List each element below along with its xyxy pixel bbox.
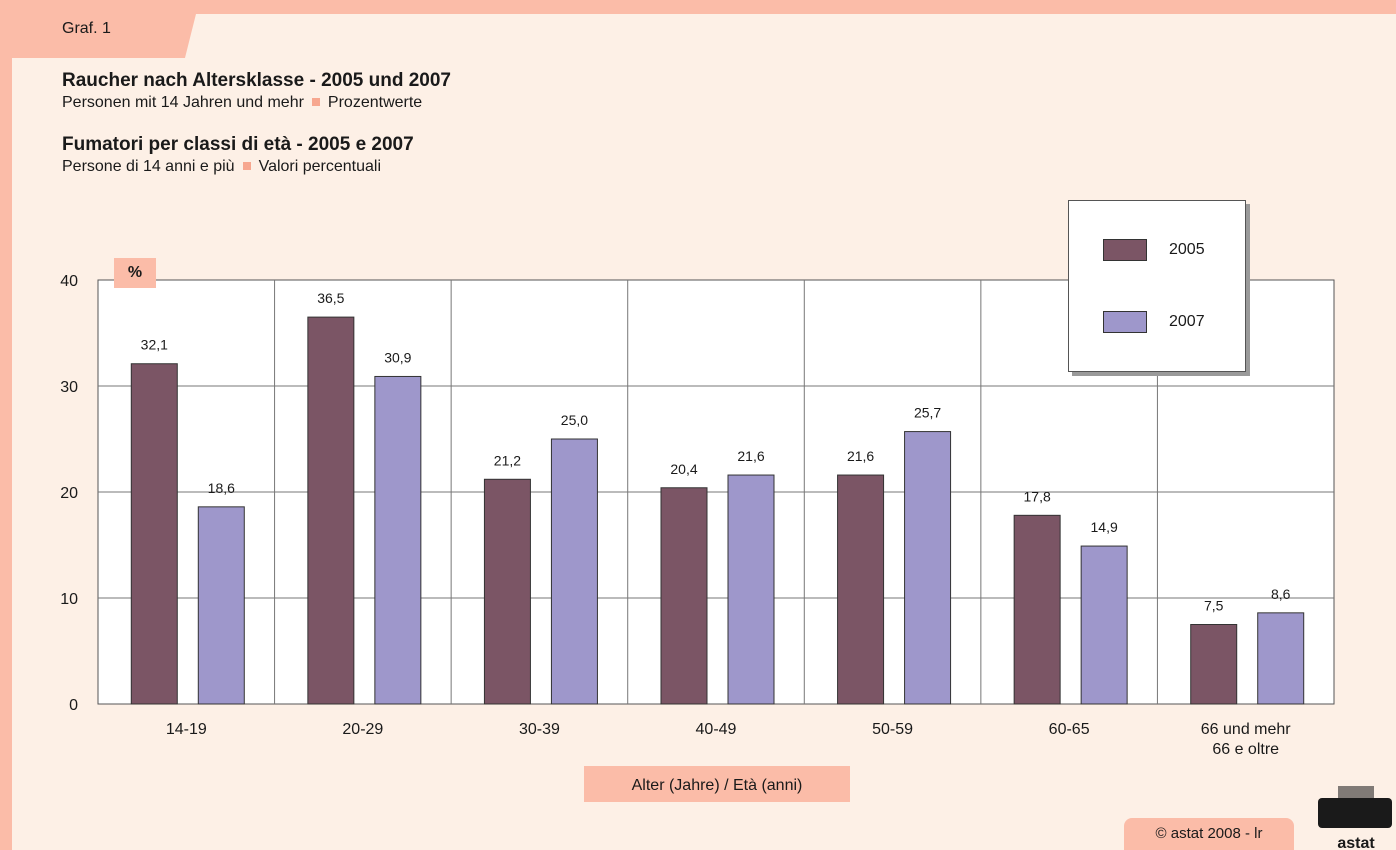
copyright-notice: © astat 2008 - lr (1124, 818, 1294, 850)
title-block: Raucher nach Altersklasse - 2005 und 200… (62, 70, 451, 176)
data-label-2007: 30,9 (384, 349, 411, 365)
data-label-2005: 36,5 (317, 290, 344, 306)
astat-logo-text: astat (1337, 835, 1375, 850)
figure-tab-label: Graf. 1 (62, 20, 111, 37)
subtitle-italian-population: Persone di 14 anni e più (62, 158, 235, 175)
figure-tab: Graf. 1 (12, 14, 196, 58)
data-label-2007: 25,0 (561, 412, 588, 428)
subtitle-german: Personen mit 14 Jahren und mehr Prozentwe… (62, 94, 451, 112)
data-label-2005: 7,5 (1204, 598, 1224, 614)
legend-item-2007: 2007 (1103, 311, 1205, 333)
bar-2007 (197, 506, 245, 705)
bar-2005 (130, 363, 178, 705)
x-tick-label: 14-19 (166, 721, 207, 738)
data-label-2007: 8,6 (1271, 586, 1291, 602)
separator-square-icon (311, 97, 320, 106)
bar-2005 (1013, 514, 1061, 705)
separator-square-icon (242, 161, 251, 170)
bar-2007 (550, 438, 598, 705)
data-label-2007: 25,7 (914, 405, 941, 421)
bar-2007 (1257, 612, 1305, 705)
y-tick-label: 40 (60, 273, 78, 290)
bar-2005 (660, 487, 708, 705)
x-tick-label: 66 und mehr (1201, 721, 1292, 738)
title-german: Raucher nach Altersklasse - 2005 und 200… (62, 70, 451, 91)
legend-item-2005: 2005 (1103, 239, 1205, 261)
bar-2007 (904, 431, 952, 705)
x-tick-label: 66 e oltre (1212, 741, 1279, 758)
subtitle-italian-unit: Valori percentuali (258, 158, 382, 175)
data-label-2005: 21,6 (847, 448, 874, 464)
legend-swatch-2005 (1103, 239, 1147, 261)
x-tick-label: 50-59 (872, 721, 913, 738)
bar-2007 (727, 474, 775, 705)
legend-label-2007: 2007 (1169, 313, 1205, 330)
data-label-2007: 14,9 (1091, 519, 1118, 535)
x-axis-title: Alter (Jahre) / Età (anni) (584, 766, 850, 802)
legend-label-2005: 2005 (1169, 241, 1205, 258)
x-tick-label: 30-39 (519, 721, 560, 738)
unit-label: % (114, 258, 156, 288)
y-tick-label: 30 (60, 379, 78, 396)
subtitle-german-population: Personen mit 14 Jahren und mehr (62, 94, 304, 111)
data-label-2007: 21,6 (737, 448, 764, 464)
legend-swatch-2007 (1103, 311, 1147, 333)
bar-2005 (307, 316, 355, 705)
astat-logo: astat (1318, 786, 1392, 850)
data-label-2005: 20,4 (670, 461, 697, 477)
data-label-2005: 32,1 (141, 337, 168, 353)
y-tick-label: 10 (60, 591, 78, 608)
x-tick-label: 20-29 (342, 721, 383, 738)
y-tick-label: 0 (69, 697, 78, 714)
bar-2007 (1080, 545, 1128, 705)
legend: 2005 2007 (1068, 200, 1246, 372)
title-italian: Fumatori per classi di età - 2005 e 2007 (62, 134, 414, 155)
subtitle-german-unit: Prozentwerte (327, 94, 423, 111)
y-tick-label: 20 (60, 485, 78, 502)
data-label-2005: 17,8 (1024, 488, 1051, 504)
bar-2005 (837, 474, 885, 705)
bar-2005 (1190, 624, 1238, 705)
x-tick-label: 60-65 (1049, 721, 1090, 738)
subtitle-italian: Persone di 14 anni e più Valori percentua… (62, 158, 451, 176)
data-label-2005: 21,2 (494, 452, 521, 468)
x-tick-label: 40-49 (696, 721, 737, 738)
bar-2005 (483, 478, 531, 705)
bar-2007 (374, 375, 422, 705)
data-label-2007: 18,6 (208, 480, 235, 496)
